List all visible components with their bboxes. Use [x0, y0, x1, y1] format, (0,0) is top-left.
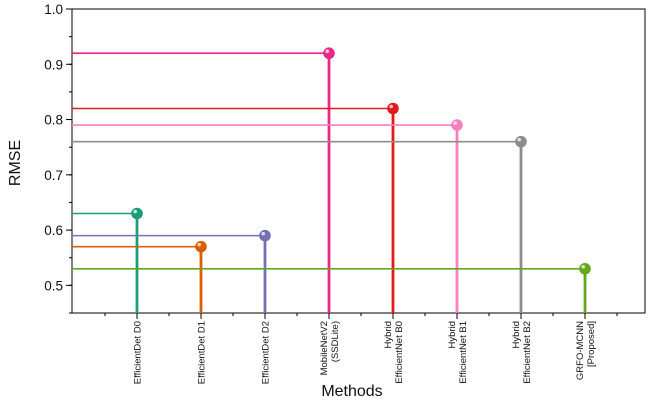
- x-category-label: Hybrid: [383, 321, 394, 348]
- lollipop-marker: [387, 102, 399, 115]
- y-tick-label: 0.5: [44, 278, 63, 293]
- y-tick-label: 0.6: [44, 223, 63, 238]
- lollipop-marker: [579, 262, 591, 275]
- x-category-label: EfficientDet D2: [261, 321, 272, 384]
- lollipop-marker: [515, 135, 527, 148]
- y-tick-label: 0.8: [44, 113, 63, 128]
- y-tick-label: 1.0: [44, 2, 63, 17]
- plot-area: 0.5 0.6 0.7 0.8 0.9 1.0 EfficientDet D0 Efficie…: [44, 2, 646, 384]
- marker-highlight: [325, 49, 330, 54]
- x-category-label: MobileNetV2: [319, 321, 330, 375]
- x-category-label: EfficientDet D1: [197, 321, 208, 384]
- x-category-label: GRFO-MCNN: [575, 321, 586, 380]
- x-category-label: EfficientDet D0: [133, 321, 144, 384]
- x-category-label: EfficientNet B0: [394, 321, 405, 384]
- x-category-label: Hybrid: [511, 321, 522, 348]
- x-category-label: (SSDLite): [330, 321, 341, 362]
- y-tick-label: 0.7: [44, 168, 63, 183]
- marker-highlight: [389, 104, 394, 109]
- marker-highlight: [581, 264, 585, 269]
- lollipop-marker: [323, 47, 335, 60]
- lollipop-marker: [131, 207, 143, 220]
- lollipop-marker: [259, 229, 271, 242]
- marker-highlight: [261, 231, 266, 236]
- x-axis-title: Methods: [321, 383, 382, 400]
- lollipop-marker: [195, 240, 207, 253]
- plot-frame: [71, 8, 646, 314]
- x-category-label: EfficientNet B2: [522, 321, 533, 384]
- marker-highlight: [197, 242, 201, 247]
- marker-highlight: [517, 137, 521, 142]
- marker-highlight: [453, 121, 458, 125]
- y-tick-label: 0.9: [44, 57, 63, 72]
- x-category-label: [Proposed]: [586, 321, 597, 367]
- lollipop-marker: [451, 119, 463, 131]
- y-axis-title: RMSE: [7, 140, 24, 186]
- marker-highlight: [133, 209, 137, 214]
- x-category-label: EfficientNet B1: [458, 321, 469, 384]
- x-category-label: Hybrid: [447, 321, 458, 348]
